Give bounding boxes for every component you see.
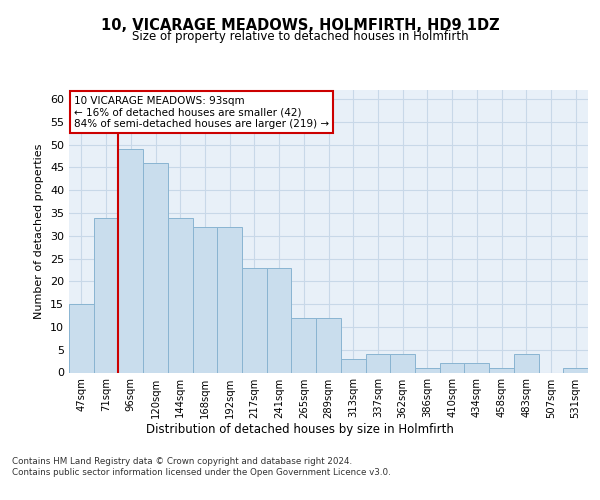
Bar <box>489 368 514 372</box>
Text: Distribution of detached houses by size in Holmfirth: Distribution of detached houses by size … <box>146 422 454 436</box>
Y-axis label: Number of detached properties: Number of detached properties <box>34 144 44 319</box>
Bar <box>69 304 94 372</box>
Bar <box>390 354 415 372</box>
Bar <box>118 149 143 372</box>
Bar <box>94 218 118 372</box>
Bar <box>292 318 316 372</box>
Bar <box>267 268 292 372</box>
Text: 10 VICARAGE MEADOWS: 93sqm
← 16% of detached houses are smaller (42)
84% of semi: 10 VICARAGE MEADOWS: 93sqm ← 16% of deta… <box>74 96 329 129</box>
Bar <box>341 359 365 372</box>
Text: Size of property relative to detached houses in Holmfirth: Size of property relative to detached ho… <box>131 30 469 43</box>
Text: 10, VICARAGE MEADOWS, HOLMFIRTH, HD9 1DZ: 10, VICARAGE MEADOWS, HOLMFIRTH, HD9 1DZ <box>101 18 499 32</box>
Bar <box>415 368 440 372</box>
Bar <box>514 354 539 372</box>
Bar <box>193 226 217 372</box>
Bar <box>563 368 588 372</box>
Bar <box>217 226 242 372</box>
Bar <box>464 364 489 372</box>
Bar <box>143 163 168 372</box>
Bar <box>365 354 390 372</box>
Bar <box>440 364 464 372</box>
Text: Contains HM Land Registry data © Crown copyright and database right 2024.
Contai: Contains HM Land Registry data © Crown c… <box>12 458 391 477</box>
Bar <box>242 268 267 372</box>
Bar <box>316 318 341 372</box>
Bar <box>168 218 193 372</box>
